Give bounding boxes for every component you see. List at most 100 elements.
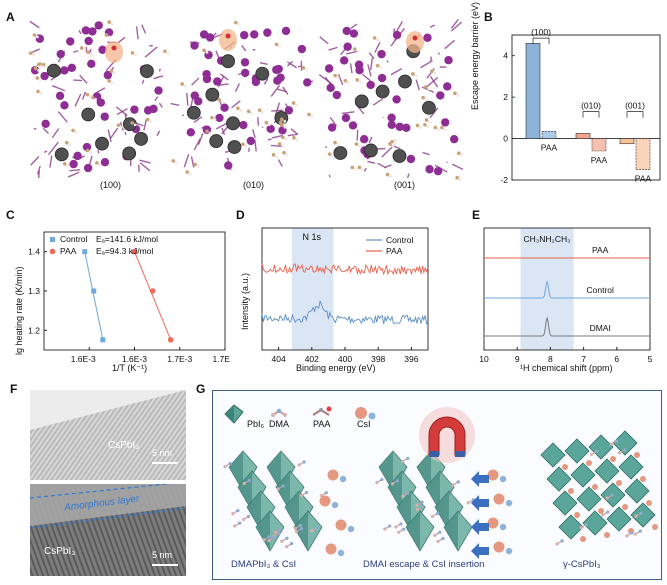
- dma-atom: [285, 545, 289, 549]
- e-curve-control: [484, 280, 650, 299]
- stage1-structure: [223, 450, 355, 557]
- i-ion: [505, 547, 513, 555]
- hydrogen-atom: [360, 168, 364, 171]
- iodine-atom: [251, 77, 261, 87]
- c-point-paa: [149, 288, 156, 294]
- dma-atom: [406, 456, 410, 461]
- iodine-atom: [215, 113, 224, 123]
- dma-atom: [433, 533, 437, 537]
- bond: [450, 18, 459, 29]
- c-point-control: [100, 337, 106, 343]
- gamma-cs-ion: [580, 536, 586, 542]
- octahedron-face: [294, 511, 308, 551]
- bond: [367, 160, 376, 165]
- tem-bottom-scalebar: [152, 564, 178, 566]
- dma-atom: [622, 448, 627, 452]
- bond: [49, 155, 53, 168]
- bond: [328, 46, 338, 51]
- bond: [67, 171, 80, 178]
- lead-atom: [81, 107, 96, 122]
- iodine-atom: [297, 44, 307, 54]
- stage2-structure: [375, 450, 513, 555]
- organic-atom: [388, 142, 392, 146]
- bond: [277, 88, 287, 93]
- dma-atom: [420, 504, 425, 508]
- organic-atom: [116, 123, 121, 127]
- dma-atom: [401, 459, 405, 464]
- gamma-cs-ion: [562, 464, 568, 470]
- bond: [287, 133, 299, 137]
- dma-atom: [456, 480, 460, 484]
- iodine-atom: [73, 151, 82, 161]
- hydrogen-atom: [419, 126, 422, 129]
- octahedron-face: [417, 451, 431, 491]
- iodine-atom: [60, 66, 69, 75]
- dma-atom: [555, 542, 559, 546]
- i-ion: [347, 525, 355, 533]
- organic-atom: [36, 89, 40, 94]
- d-xtick-label: 400: [338, 354, 352, 364]
- bond: [190, 156, 195, 168]
- c-xlabel: 1/T (K⁻¹): [112, 363, 148, 373]
- organic-atom: [79, 46, 84, 50]
- bond: [47, 141, 59, 156]
- hydrogen-atom: [358, 144, 361, 148]
- organic-atom: [257, 108, 262, 113]
- organic-atom: [354, 142, 359, 146]
- bond: [193, 116, 203, 123]
- d-curve-paa: [261, 263, 429, 276]
- bond: [297, 65, 301, 68]
- iodine-atom: [423, 33, 432, 42]
- lead-atom: [227, 140, 242, 154]
- bond: [271, 134, 283, 139]
- organic-atom: [32, 33, 37, 37]
- bond: [135, 26, 139, 40]
- iodine-atom: [273, 76, 282, 85]
- cs-ion: [493, 493, 505, 505]
- octahedron-face: [256, 511, 270, 551]
- cs-ion: [487, 469, 499, 481]
- octahedron-face: [276, 471, 290, 511]
- gamma-cs-ion: [634, 452, 640, 458]
- lead-atom: [255, 66, 270, 81]
- iodine-atom: [250, 30, 259, 39]
- dma-atom: [299, 527, 304, 531]
- step-label-1: DMAPbI₃ & CsI: [231, 559, 297, 570]
- c-xtick-label: 1.7E-3: [212, 354, 230, 364]
- c-fit-line: [84, 251, 104, 340]
- dma-atom: [638, 529, 642, 533]
- cs-ion: [493, 541, 505, 553]
- bond: [215, 122, 229, 130]
- d-curve-control: [261, 299, 429, 326]
- organic-atom: [104, 33, 109, 37]
- lead-atom: [122, 146, 137, 161]
- d-legend-label: PAA: [386, 246, 403, 256]
- hydrogen-atom: [149, 120, 153, 123]
- bond: [51, 85, 66, 92]
- dma-atom: [639, 511, 643, 515]
- bond: [363, 167, 367, 172]
- organic-atom: [36, 62, 41, 67]
- iodine-atom: [406, 154, 416, 164]
- c-point-control: [91, 288, 97, 294]
- iodine-atom: [240, 58, 250, 67]
- gamma-octahedron: [606, 506, 632, 532]
- hydrogen-atom: [456, 93, 460, 97]
- gamma-octahedron: [582, 510, 608, 536]
- octahedron-face: [285, 491, 299, 531]
- d-xtick-label: 396: [404, 354, 418, 364]
- cs-ion: [327, 469, 339, 481]
- iodine-atom: [81, 26, 91, 35]
- cs-ion: [487, 517, 499, 529]
- iodine-atom: [100, 158, 110, 167]
- bond: [277, 159, 283, 167]
- dma-atom: [430, 514, 435, 519]
- facet-label-010: (010): [243, 180, 265, 190]
- iodine-atom: [444, 55, 453, 65]
- paa-icon: [312, 406, 332, 416]
- gamma-cs-ion: [616, 480, 622, 486]
- dma-atom: [579, 526, 583, 530]
- dma-atom: [609, 442, 614, 446]
- bond: [328, 174, 331, 178]
